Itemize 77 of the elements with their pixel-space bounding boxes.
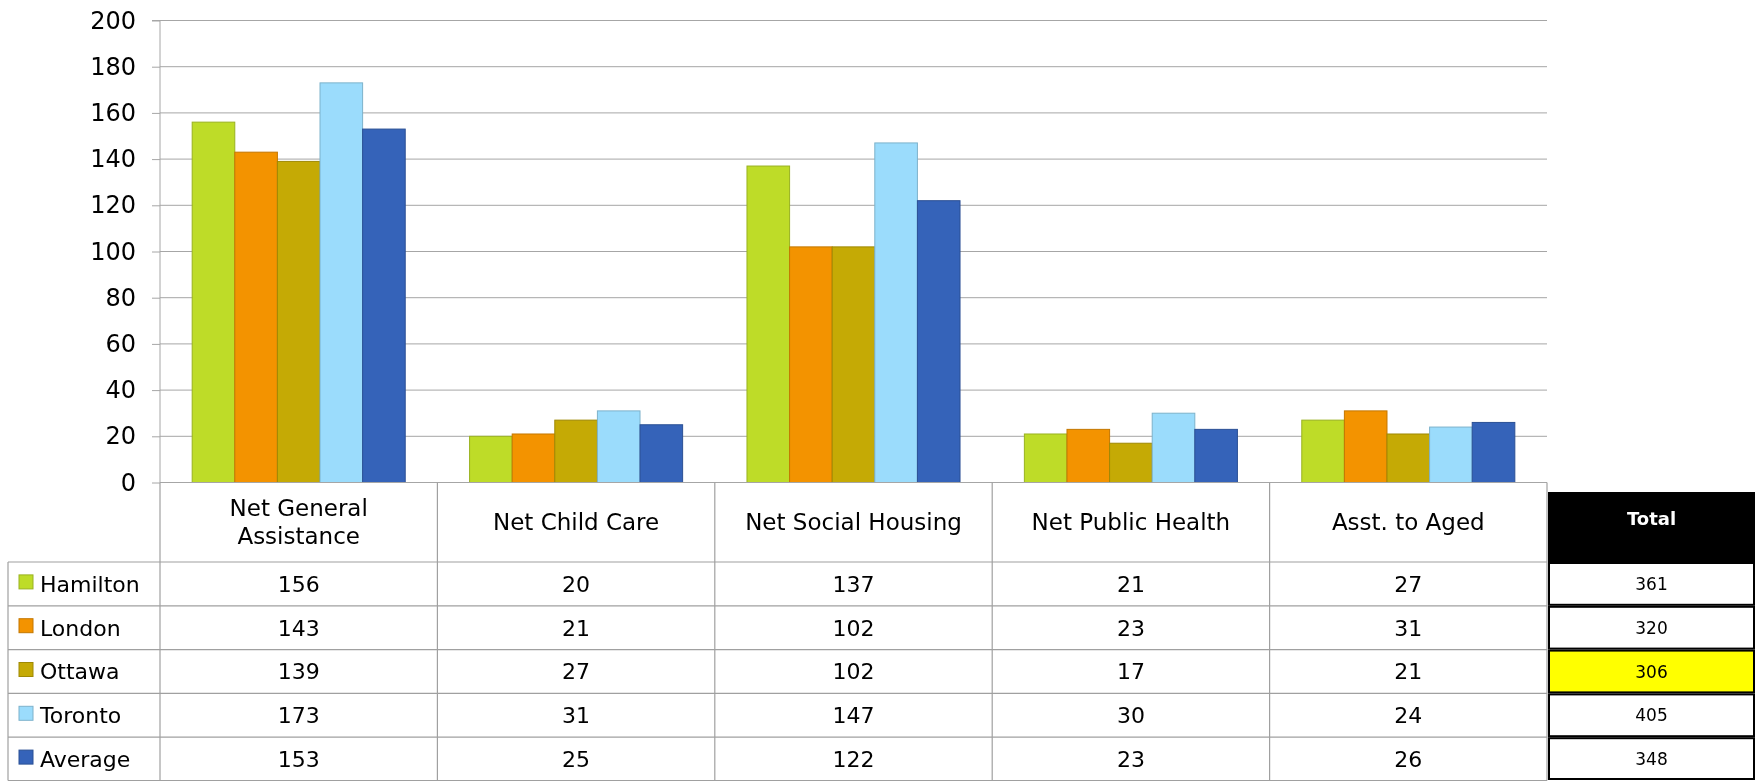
bar <box>1023 433 1068 483</box>
data-label: 25 <box>562 747 591 773</box>
y-tick-label: 80 <box>105 283 136 312</box>
bar <box>1109 442 1153 483</box>
data-label: 23 <box>1116 615 1145 641</box>
bar <box>1471 421 1516 483</box>
text: 348 <box>1635 749 1668 770</box>
bar <box>1194 428 1238 483</box>
data-label: 173 <box>277 703 320 729</box>
bar <box>319 82 364 483</box>
bar <box>1151 412 1196 483</box>
bar <box>191 121 236 483</box>
data-label: 21 <box>1394 659 1423 685</box>
text: 320 <box>1635 617 1668 638</box>
bar <box>362 128 406 483</box>
x-tick-label: Net Social Housing <box>745 509 962 536</box>
data-label: 102 <box>832 615 875 641</box>
text: 306 <box>1635 661 1668 682</box>
bar <box>1429 426 1473 483</box>
data-label: 20 <box>562 571 591 597</box>
data-label: 153 <box>277 747 320 773</box>
bar <box>916 200 961 483</box>
y-tick-label: 140 <box>90 145 136 174</box>
bar <box>1343 410 1388 483</box>
data-label: 102 <box>832 659 875 685</box>
data-label: 21 <box>562 615 591 641</box>
data-label: 27 <box>562 659 591 685</box>
y-tick-label: 120 <box>90 191 136 220</box>
y-tick-label: 40 <box>105 376 136 405</box>
bar <box>511 433 556 483</box>
x-tick-label: Net General Assistance <box>229 495 368 550</box>
bar <box>596 410 641 483</box>
data-label: 27 <box>1394 571 1423 597</box>
y-tick-label: 200 <box>90 6 136 35</box>
bar <box>469 435 513 483</box>
data-label: 147 <box>832 703 875 729</box>
bar <box>639 424 684 483</box>
text: 405 <box>1635 705 1668 726</box>
bar <box>831 246 876 483</box>
legend-label: Toronto <box>39 703 122 729</box>
text: Total <box>1626 508 1677 530</box>
text: 361 <box>1635 574 1668 595</box>
bar <box>874 142 918 483</box>
y-tick-label: 160 <box>90 99 136 128</box>
data-label: 31 <box>1394 615 1423 641</box>
data-label: 143 <box>277 615 320 641</box>
legend-label: Hamilton <box>40 571 140 597</box>
x-tick-label: Asst. to Aged <box>1331 509 1485 536</box>
y-tick-label: 20 <box>105 422 136 451</box>
x-tick-label: Net Public Health <box>1031 509 1231 536</box>
bar <box>1386 433 1431 483</box>
legend-label: Average <box>40 747 131 773</box>
data-label: 122 <box>832 747 875 773</box>
bar <box>1066 428 1111 483</box>
bar <box>1301 419 1345 483</box>
legend-label: Ottawa <box>40 659 120 685</box>
data-label: 17 <box>1116 659 1145 685</box>
y-tick-label: 180 <box>90 52 136 81</box>
bar <box>789 246 833 483</box>
bar <box>234 151 278 483</box>
data-label: 24 <box>1394 703 1423 729</box>
data-label: 23 <box>1116 747 1145 773</box>
data-label: 137 <box>832 571 875 597</box>
data-label: 31 <box>562 703 591 729</box>
y-tick-label: 100 <box>90 237 136 266</box>
bar <box>276 160 321 483</box>
data-label: 139 <box>277 659 320 685</box>
data-label: 156 <box>277 571 320 597</box>
x-tick-label: Net Child Care <box>492 509 660 536</box>
legend-label: London <box>40 615 121 641</box>
bar <box>746 165 791 483</box>
y-tick-label: 60 <box>105 330 136 359</box>
bar <box>554 419 598 483</box>
data-label: 21 <box>1116 571 1145 597</box>
y-tick-label: 0 <box>120 468 136 497</box>
data-label: 30 <box>1116 703 1145 729</box>
data-label: 26 <box>1394 747 1423 773</box>
